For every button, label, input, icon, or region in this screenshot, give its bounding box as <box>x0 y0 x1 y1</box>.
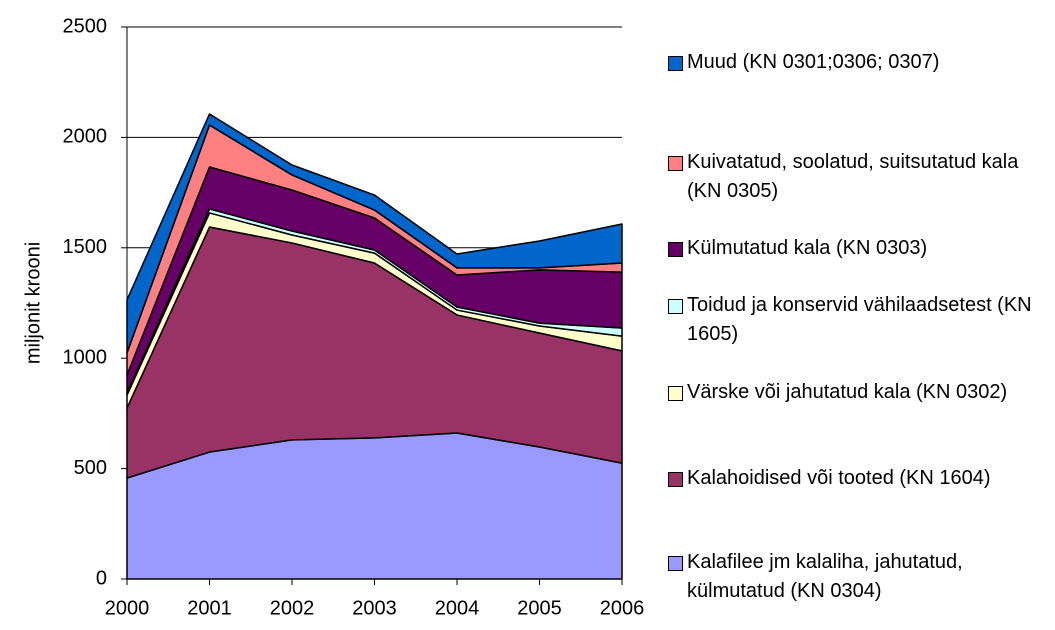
legend-label: Kalahoidised või tooted (KN 1604) <box>687 467 991 489</box>
y-tick-label: 1000 <box>63 346 108 368</box>
legend-label: Kalafilee jm kalaliha, jahutatud, külmut… <box>687 551 963 602</box>
x-tick-label: 2005 <box>517 597 562 619</box>
y-tick-label: 0 <box>96 567 107 589</box>
legend-label: Külmutatud kala (KN 0303) <box>687 237 928 259</box>
legend-item: Kalafilee jm kalaliha, jahutatud, külmut… <box>668 548 1053 606</box>
legend-swatch <box>668 386 683 401</box>
x-tick-label: 2004 <box>435 597 480 619</box>
legend-label: Kuivatatud, soolatud, suitsutatud kala (… <box>687 151 1019 202</box>
legend-item: Muud (KN 0301;0306; 0307) <box>668 48 1053 77</box>
area <box>126 113 623 354</box>
x-tick-label: 2006 <box>600 597 645 619</box>
x-tick-label: 2003 <box>352 597 397 619</box>
y-tick-label: 2000 <box>63 126 108 148</box>
legend-item: Külmutatud kala (KN 0303) <box>668 234 1053 263</box>
legend-label: Värske või jahutatud kala (KN 0302) <box>687 381 1008 403</box>
legend-item: Värske või jahutatud kala (KN 0302) <box>668 378 1053 407</box>
legend-item: Kalahoidised või tooted (KN 1604) <box>668 464 1053 493</box>
legend-swatch <box>668 56 683 71</box>
legend-label: Toidud ja konservid vähilaadsetest (KN 1… <box>687 294 1032 345</box>
y-tick-label: 2500 <box>63 15 108 37</box>
x-tick-label: 2002 <box>270 597 315 619</box>
x-tick-label: 2000 <box>105 597 150 619</box>
x-tick-label: 2001 <box>187 597 232 619</box>
legend-swatch <box>668 242 683 257</box>
legend-item: Kuivatatud, soolatud, suitsutatud kala (… <box>668 148 1053 206</box>
y-tick-label: 1500 <box>63 236 108 258</box>
legend-label: Muud (KN 0301;0306; 0307) <box>687 51 940 73</box>
legend-swatch <box>668 299 683 314</box>
legend-item: Toidud ja konservid vähilaadsetest (KN 1… <box>668 291 1053 349</box>
y-axis-title: miljonit krooni <box>22 242 44 364</box>
legend-swatch <box>668 156 683 171</box>
legend-swatch <box>668 472 683 487</box>
y-tick-label: 500 <box>74 457 107 479</box>
legend-swatch <box>668 556 683 571</box>
